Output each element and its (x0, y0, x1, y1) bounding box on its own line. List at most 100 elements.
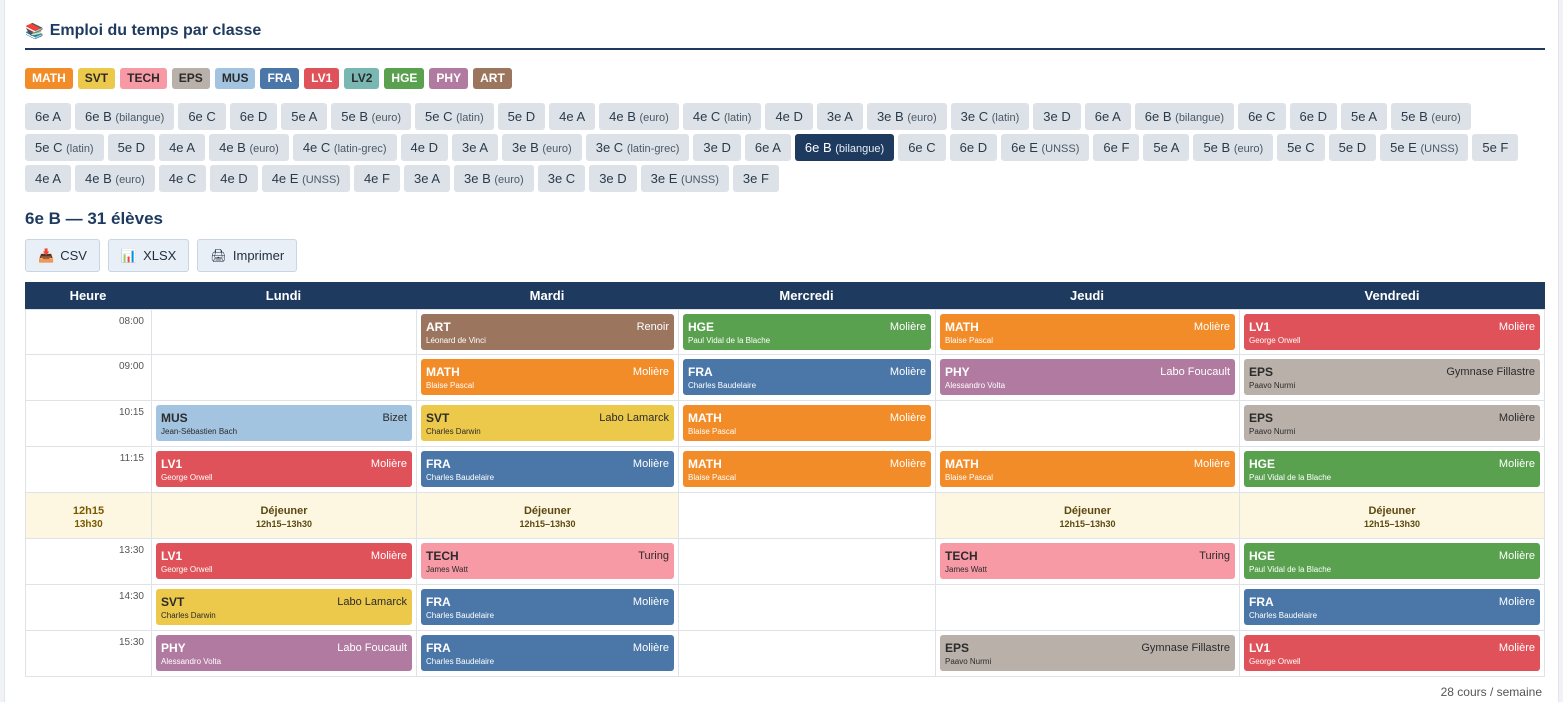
class-button[interactable]: 4e C (158, 165, 207, 192)
class-button[interactable]: 5e C (1277, 134, 1325, 161)
day-cell (935, 401, 1239, 446)
class-button[interactable]: 6e B (bilangue) (794, 134, 895, 161)
course-block-mus[interactable]: MUS Bizet Jean-Sébastien Bach (156, 405, 412, 441)
class-button[interactable]: 4e D (210, 165, 258, 192)
class-button[interactable]: 4e C (latin-grec) (292, 134, 397, 161)
class-button[interactable]: 3e C (latin) (950, 103, 1030, 130)
class-button[interactable]: 3e B (euro) (502, 134, 582, 161)
class-button[interactable]: 3e D (589, 165, 637, 192)
class-button[interactable]: 3e C (latin-grec) (585, 134, 690, 161)
class-button[interactable]: 3e D (693, 134, 741, 161)
course-block-hge[interactable]: HGE Molière Paul Vidal de la Blache (1244, 543, 1540, 579)
export-imprimer-button[interactable]: 🖨 Imprimer (197, 239, 298, 272)
class-button-name: 5e A (1153, 140, 1180, 155)
course-block-math[interactable]: MATH Molière Blaise Pascal (940, 451, 1235, 487)
class-button[interactable]: 6e A (744, 134, 791, 161)
course-block-lv1[interactable]: LV1 Molière George Orwell (156, 543, 412, 579)
class-button[interactable]: 6e E (UNSS) (1001, 134, 1090, 161)
class-button[interactable]: 5e B (euro) (1193, 134, 1274, 161)
course-block-phy[interactable]: PHY Labo Foucault Alessandro Volta (940, 359, 1235, 395)
class-button[interactable]: 5e B (euro) (331, 103, 412, 130)
class-button[interactable]: 3e C (537, 165, 586, 192)
course-block-hge[interactable]: HGE Molière Paul Vidal de la Blache (683, 314, 931, 350)
course-block-art[interactable]: ART Renoir Léonard de Vinci (421, 314, 674, 350)
class-button[interactable]: 4e D (765, 103, 813, 130)
course-teacher: Alessandro Volta (945, 381, 1006, 390)
course-block-math[interactable]: MATH Molière Blaise Pascal (683, 451, 931, 487)
course-block-lv1[interactable]: LV1 Molière George Orwell (1244, 635, 1540, 671)
course-block-lv1[interactable]: LV1 Molière George Orwell (156, 451, 412, 487)
subject-tag-hge: HGE (384, 68, 425, 89)
class-button[interactable]: 6e A (25, 103, 72, 130)
course-block-lv1[interactable]: LV1 Molière George Orwell (1244, 314, 1540, 350)
course-block-math[interactable]: MATH Molière Blaise Pascal (940, 314, 1235, 350)
class-button[interactable]: 4e B (euro) (209, 134, 289, 161)
class-button[interactable]: 5e F (1472, 134, 1519, 161)
class-button-name: 6e D (959, 140, 988, 155)
class-button[interactable]: 4e D (400, 134, 448, 161)
day-cell: Déjeuner 12h15–13h30 (151, 493, 416, 538)
class-button[interactable]: 5e A (281, 103, 328, 130)
class-button[interactable]: 4e C (latin) (682, 103, 762, 130)
class-button[interactable]: 4e F (353, 165, 400, 192)
class-button[interactable]: 4e A (159, 134, 206, 161)
class-button[interactable]: 5e B (euro) (1391, 103, 1471, 130)
class-button[interactable]: 5e A (1341, 103, 1388, 130)
course-block-fra[interactable]: FRA Molière Charles Baudelaire (421, 451, 674, 487)
course-subject: HGE (1249, 549, 1276, 563)
time-row: 14:30 SVT Labo Lamarck Charles Darwin FRA Mol… (25, 585, 1545, 631)
class-button[interactable]: 4e E (UNSS) (261, 165, 350, 192)
class-button[interactable]: 5e D (107, 134, 156, 161)
class-button[interactable]: 5e A (1143, 134, 1190, 161)
course-teacher: Paavo Nurmi (1249, 427, 1296, 436)
class-button[interactable]: 4e B (euro) (599, 103, 679, 130)
course-block-math[interactable]: MATH Molière Blaise Pascal (683, 405, 931, 441)
course-block-phy[interactable]: PHY Labo Foucault Alessandro Volta (156, 635, 412, 671)
course-block-eps[interactable]: EPS Molière Paavo Nurmi (1244, 405, 1540, 441)
course-block-eps[interactable]: EPS Gymnase Fillastre Paavo Nurmi (1244, 359, 1540, 395)
class-button[interactable]: 6e D (1289, 103, 1338, 130)
export-csv-button[interactable]: 📥 CSV (25, 239, 100, 272)
class-button[interactable]: 6e C (1238, 103, 1286, 130)
course-block-math[interactable]: MATH Molière Blaise Pascal (421, 359, 674, 395)
class-button[interactable]: 3e D (1033, 103, 1081, 130)
class-button[interactable]: 4e B (euro) (75, 165, 155, 192)
class-button[interactable]: 5e C (latin) (25, 134, 104, 161)
column-header: Lundi (265, 288, 302, 303)
day-cell: TECH Turing James Watt (935, 539, 1239, 584)
class-button[interactable]: 5e C (latin) (415, 103, 494, 130)
class-button[interactable]: 3e E (UNSS) (640, 165, 729, 192)
course-block-svt[interactable]: SVT Labo Lamarck Charles Darwin (421, 405, 674, 441)
course-block-svt[interactable]: SVT Labo Lamarck Charles Darwin (156, 589, 412, 625)
class-button[interactable]: 6e D (229, 103, 278, 130)
class-button[interactable]: 6e B (bilangue) (1134, 103, 1235, 130)
course-block-tech[interactable]: TECH Turing James Watt (421, 543, 674, 579)
class-button[interactable]: 5e E (UNSS) (1380, 134, 1469, 161)
class-button[interactable]: 5e D (497, 103, 546, 130)
class-button[interactable]: 3e F (732, 165, 779, 192)
class-button[interactable]: 6e C (178, 103, 226, 130)
course-block-fra[interactable]: FRA Molière Charles Baudelaire (421, 589, 674, 625)
course-block-fra[interactable]: FRA Molière Charles Baudelaire (421, 635, 674, 671)
class-button[interactable]: 5e D (1328, 134, 1377, 161)
class-button[interactable]: 3e B (euro) (866, 103, 947, 130)
course-block-fra[interactable]: FRA Molière Charles Baudelaire (1244, 589, 1540, 625)
course-block-eps[interactable]: EPS Gymnase Fillastre Paavo Nurmi (940, 635, 1235, 671)
class-button[interactable]: 3e A (816, 103, 863, 130)
class-button[interactable]: 3e A (451, 134, 498, 161)
page-title-text: Emploi du temps par classe (49, 22, 262, 39)
export-xlsx-button[interactable]: 📊 XLSX (107, 239, 190, 272)
class-button[interactable]: 3e A (403, 165, 450, 192)
class-button[interactable]: 6e C (898, 134, 946, 161)
course-block-fra[interactable]: FRA Molière Charles Baudelaire (683, 359, 931, 395)
course-block-hge[interactable]: HGE Molière Paul Vidal de la Blache (1244, 451, 1540, 487)
class-button[interactable]: 6e A (1084, 103, 1131, 130)
class-button[interactable]: 3e B (euro) (454, 165, 534, 192)
course-block-tech[interactable]: TECH Turing James Watt (940, 543, 1235, 579)
class-button[interactable]: 6e D (949, 134, 998, 161)
class-button[interactable]: 4e A (25, 165, 72, 192)
class-button[interactable]: 6e B (bilangue) (75, 103, 175, 130)
class-button-option: (latin) (723, 112, 752, 124)
class-button[interactable]: 4e A (549, 103, 596, 130)
class-button[interactable]: 6e F (1093, 134, 1140, 161)
